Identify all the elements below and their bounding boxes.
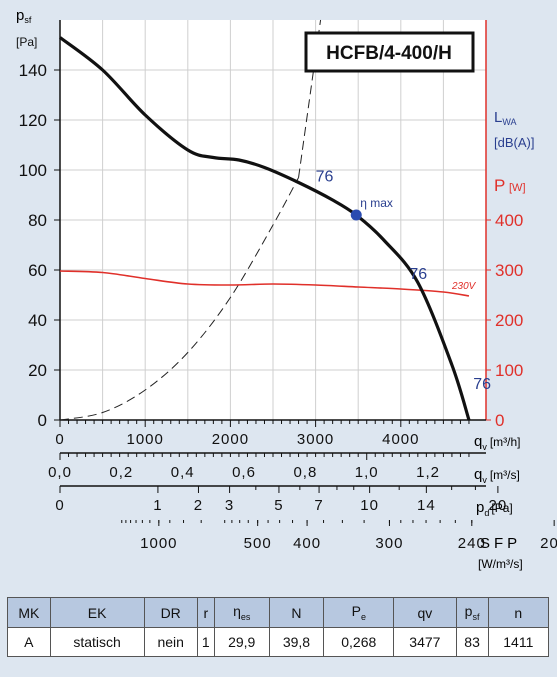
x-tick-label: 1,2	[416, 464, 440, 481]
y-tick-label: 40	[28, 311, 47, 330]
chart-title: HCFB/4-400/H	[326, 43, 452, 64]
sfp-tick-label: 1000	[140, 535, 177, 552]
spec-header-cell: ηes	[213, 597, 270, 628]
pd-tick-label: 1	[153, 497, 162, 514]
pd-tick-label: 20	[489, 497, 508, 514]
x-axis-label-m3s: qv [m³/s]	[474, 466, 520, 485]
pd-tick-label: 3	[225, 497, 234, 514]
lwa-label: 76	[316, 169, 334, 186]
y-tick-label: 100	[19, 161, 47, 180]
spec-header-cell: N	[268, 597, 325, 628]
x-tick-label: 0,8	[293, 464, 317, 481]
x-tick-label: 0,0	[48, 464, 72, 481]
y-tick-label: 60	[28, 261, 47, 280]
x-tick-label: 2000	[212, 431, 249, 448]
pd-tick-label: 14	[417, 497, 436, 514]
spec-header-cell: MK	[7, 597, 51, 628]
spec-value-cell: 39,8	[268, 627, 325, 657]
power-curve-label: 230V	[451, 281, 477, 292]
spec-value-cell: 29,9	[213, 627, 270, 657]
system-curve-line	[59, 177, 300, 421]
spec-value-cell: 83	[455, 627, 489, 657]
power-tick-label: 200	[495, 311, 523, 330]
spec-table-header-row: MK EK DR r ηes N Pe qv psf n	[7, 597, 550, 628]
y-tick-label: 120	[19, 111, 47, 130]
power-tick-label: 100	[495, 361, 523, 380]
spec-header-cell: EK	[49, 597, 145, 628]
x-axis-label-pd: pd [Pa]	[476, 499, 513, 518]
power-tick-label: 400	[495, 211, 523, 230]
power-curve-line	[59, 270, 470, 297]
spec-value-cell: 0,268	[323, 627, 395, 657]
x-tick-label: 4000	[382, 431, 419, 448]
eta-max-point	[350, 209, 362, 221]
sfp-tick-label: 500	[244, 535, 272, 552]
pressure-curve-line	[59, 36, 471, 421]
spec-value-cell: 1411	[487, 627, 550, 657]
spec-header-cell: n	[487, 597, 550, 628]
y-tick-label: 0	[38, 411, 47, 430]
left-axis-unit: [Pa]	[16, 35, 37, 49]
sfp-tick-label: 240	[458, 535, 486, 552]
power-tick-label: 0	[495, 411, 504, 430]
spec-header-cell: psf	[455, 597, 489, 628]
spec-value-cell: A	[7, 627, 51, 657]
eta-max-label: η max	[360, 196, 393, 210]
sfp-tick-label: 400	[293, 535, 321, 552]
y-tick-label: 20	[28, 361, 47, 380]
spec-header-subscript: e	[360, 611, 366, 622]
spec-header-cell: DR	[143, 597, 198, 628]
x-tick-label: 3000	[297, 431, 334, 448]
sfp-tick-label: 300	[375, 535, 403, 552]
sfp-tick-label: 200	[540, 535, 557, 552]
x-axis-unit-sfp: [W/m³/s]	[478, 557, 523, 571]
power-tick-label: 300	[495, 261, 523, 280]
x-tick-label: 0	[55, 431, 64, 448]
spec-value-cell: statisch	[49, 627, 145, 657]
pd-tick-label: 5	[274, 497, 283, 514]
chart-labels: 230V 76 76 76 η max	[316, 169, 492, 394]
lwa-axis-label: LWA	[494, 109, 517, 127]
lwa-label: 76	[473, 376, 491, 393]
left-axis-label: psf	[16, 7, 32, 25]
lwa-axis-unit: [dB(A)]	[494, 135, 534, 150]
y-tick-label: 140	[19, 61, 47, 80]
spec-header-subscript: sf	[472, 611, 480, 622]
pd-tick-label: 10	[360, 497, 379, 514]
x-tick-label: 0,2	[109, 464, 133, 481]
spec-value-cell: 1	[196, 627, 215, 657]
spec-value-cell: nein	[143, 627, 198, 657]
power-axis-label: P	[494, 176, 505, 195]
x-tick-label: 1000	[127, 431, 164, 448]
spec-value-cell: 3477	[393, 627, 457, 657]
x-tick-label: 1,0	[355, 464, 379, 481]
power-axis-unit: [W]	[509, 182, 526, 194]
y-tick-label: 80	[28, 211, 47, 230]
x-tick-label: 0,4	[171, 464, 195, 481]
pd-tick-label: 0	[55, 497, 64, 514]
pd-tick-label: 7	[314, 497, 323, 514]
spec-header-subscript: es	[240, 611, 251, 622]
spec-header-cell: r	[196, 597, 215, 628]
pd-tick-label: 2	[194, 497, 203, 514]
model-box	[304, 31, 475, 73]
x-axis-label-m3h: qv [m³/h]	[474, 433, 521, 452]
x-axis-label-sfp: SFP	[480, 535, 521, 552]
spec-header-cell: qv	[393, 597, 457, 628]
spec-header-cell: Pe	[323, 597, 395, 628]
lwa-label: 76	[409, 266, 427, 283]
x-tick-label: 0,6	[232, 464, 256, 481]
